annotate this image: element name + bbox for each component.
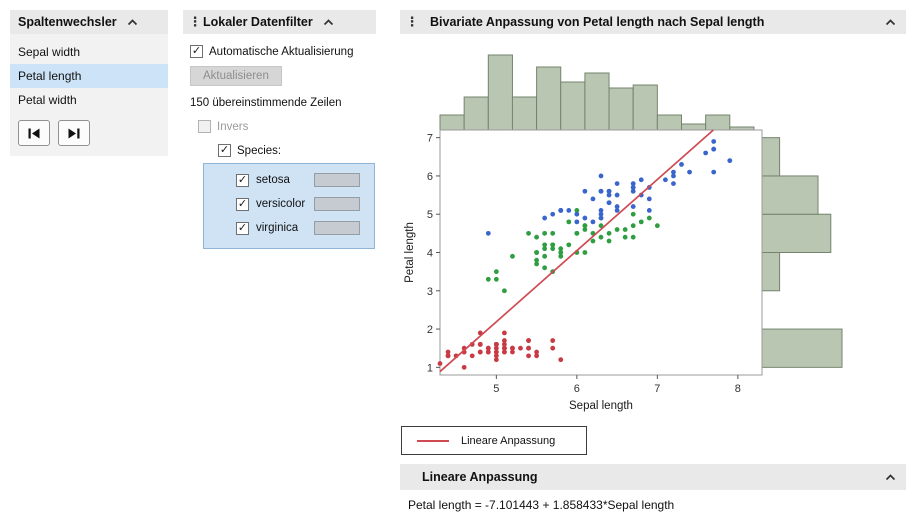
check-icon: ✓ <box>237 173 248 186</box>
data-filter-header[interactable]: ⋮ Lokaler Datenfilter <box>183 10 376 34</box>
versicolor-histogram-bar[interactable] <box>314 197 360 211</box>
setosa-histogram-bar[interactable] <box>314 173 360 187</box>
setosa-label: setosa <box>256 174 290 186</box>
column-switcher-controls <box>10 112 168 146</box>
menu-icon[interactable]: ⋮ <box>405 14 419 29</box>
linear-fit-header[interactable]: Lineare Anpassung <box>400 464 906 490</box>
inverse-row: Invers <box>198 120 372 133</box>
svg-text:5: 5 <box>493 383 499 395</box>
legend-label: Lineare Anpassung <box>461 434 556 447</box>
collapse-chevron-icon[interactable] <box>323 18 334 26</box>
data-filter-panel: ⋮ Lokaler Datenfilter ✓ Automatische Akt… <box>183 10 376 259</box>
virginica-checkbox[interactable]: ✓ <box>236 221 249 235</box>
bivariate-title: Bivariate Anpassung von Petal length nac… <box>430 15 765 29</box>
species-checkbox[interactable]: ✓ <box>218 144 231 157</box>
column-item-petal-length[interactable]: Petal length <box>10 64 168 88</box>
last-column-button[interactable] <box>58 120 90 146</box>
check-icon: ✓ <box>237 197 248 210</box>
column-switcher-title: Spaltenwechsler <box>18 15 117 29</box>
check-icon: ✓ <box>237 221 248 234</box>
svg-text:8: 8 <box>735 383 741 395</box>
virginica-label: virginica <box>256 222 299 234</box>
versicolor-label: versicolor <box>256 198 306 210</box>
collapse-chevron-icon[interactable] <box>885 18 896 26</box>
svg-text:3: 3 <box>427 286 433 298</box>
skip-first-icon <box>28 128 40 138</box>
column-item-sepal-width[interactable]: Sepal width <box>18 45 81 59</box>
check-icon: ✓ <box>191 45 202 57</box>
linear-fit-title: Lineare Anpassung <box>422 470 538 484</box>
first-column-button[interactable] <box>18 120 50 146</box>
species-group-row: ✓ Species: <box>218 144 372 157</box>
menu-icon[interactable]: ⋮ <box>188 14 202 29</box>
column-switcher-panel: Spaltenwechsler Sepal width Petal length… <box>10 10 168 156</box>
fit-equation: Petal length = -7.101443 + 1.858433*Sepa… <box>408 498 675 512</box>
bivariate-plot[interactable]: 5 6 7 8 1 2 3 4 5 6 7 Sepal length Petal length <box>400 34 906 426</box>
svg-text:2: 2 <box>427 324 433 336</box>
species-row-versicolor: ✓ versicolor <box>236 197 360 211</box>
versicolor-checkbox[interactable]: ✓ <box>236 197 249 211</box>
column-list: Sepal width Petal length Petal width <box>10 34 168 156</box>
auto-update-checkbox[interactable]: ✓ <box>190 45 203 58</box>
column-switcher-header[interactable]: Spaltenwechsler <box>10 10 168 34</box>
matching-rows-text: 150 übereinstimmende Zeilen <box>190 97 342 109</box>
bivariate-header[interactable]: ⋮ Bivariate Anpassung von Petal length n… <box>400 10 906 34</box>
setosa-checkbox[interactable]: ✓ <box>236 173 249 187</box>
svg-text:4: 4 <box>427 248 433 260</box>
fit-line-sample <box>417 439 449 442</box>
collapse-chevron-icon[interactable] <box>127 18 138 26</box>
svg-text:5: 5 <box>427 209 433 221</box>
species-filter-box: ✓ setosa ✓ versicolor ✓ virginica <box>203 163 375 249</box>
auto-update-row: ✓ Automatische Aktualisierung <box>190 45 372 58</box>
auto-update-label: Automatische Aktualisierung <box>209 45 354 58</box>
svg-text:6: 6 <box>574 383 580 395</box>
species-group-label: Species: <box>237 144 282 157</box>
svg-text:Petal length: Petal length <box>404 222 416 283</box>
svg-text:1: 1 <box>427 362 433 374</box>
inverse-checkbox <box>198 120 211 133</box>
data-filter-title: Lokaler Datenfilter <box>203 15 313 29</box>
virginica-histogram-bar[interactable] <box>314 221 360 235</box>
svg-text:7: 7 <box>427 133 433 145</box>
svg-text:Sepal length: Sepal length <box>569 400 633 412</box>
update-button: Aktualisieren <box>190 66 282 86</box>
column-item-petal-width[interactable]: Petal width <box>18 93 77 107</box>
data-filter-body: ✓ Automatische Aktualisierung Aktualisie… <box>183 34 376 259</box>
collapse-chevron-icon[interactable] <box>885 473 896 481</box>
check-icon: ✓ <box>219 144 230 156</box>
fit-legend[interactable]: Lineare Anpassung <box>401 426 587 455</box>
species-row-setosa: ✓ setosa <box>236 173 360 187</box>
svg-text:6: 6 <box>427 171 433 183</box>
skip-last-icon <box>68 128 80 138</box>
bivariate-report-panel: ⋮ Bivariate Anpassung von Petal length n… <box>400 10 906 512</box>
inverse-label: Invers <box>217 120 249 133</box>
svg-text:7: 7 <box>654 383 660 395</box>
species-row-virginica: ✓ virginica <box>236 221 360 235</box>
